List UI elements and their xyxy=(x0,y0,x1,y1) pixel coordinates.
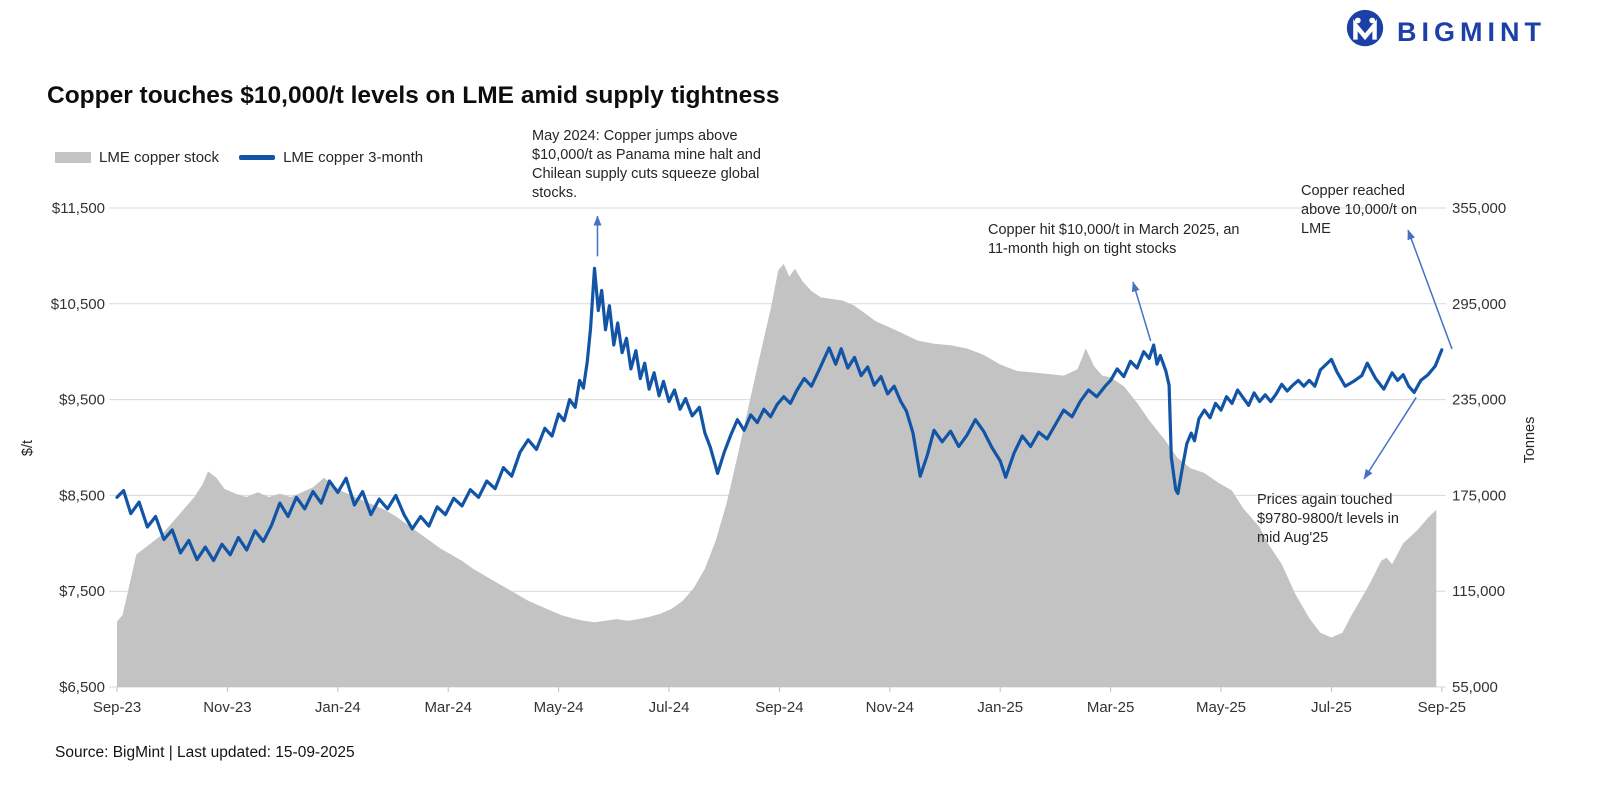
left-axis-tick-label: $9,500 xyxy=(59,392,105,409)
left-axis-tick-label: $8,500 xyxy=(59,487,105,504)
chart-legend: LME copper stock LME copper 3-month xyxy=(55,149,423,166)
x-tick-label: Nov-24 xyxy=(866,699,914,716)
x-tick-label: Sep-24 xyxy=(755,699,803,716)
right-axis-tick-label: 355,000 xyxy=(1452,200,1506,217)
legend-stock-label: LME copper stock xyxy=(99,149,220,166)
annotation-aug-2025: Prices again touched $9780-9800/t levels… xyxy=(1257,492,1399,547)
x-tick-label: Mar-24 xyxy=(424,699,472,716)
left-axis-tick-label: $6,500 xyxy=(59,679,105,696)
annotation-may-2024: May 2024: Copper jumps above $10,000/t a… xyxy=(532,128,761,202)
x-tick-label: Sep-25 xyxy=(1418,699,1466,716)
x-tick-label: Jul-25 xyxy=(1311,699,1352,716)
annotation-arrow-2 xyxy=(1131,281,1152,342)
right-axis-tick-label: 175,000 xyxy=(1452,487,1506,504)
bigmint-logo-icon xyxy=(1343,8,1387,57)
annotation-arrow-4 xyxy=(1363,397,1417,480)
annotation-march-2025: Copper hit $10,000/t in March 2025, an 1… xyxy=(988,222,1240,258)
annotation-sep-2025: Copper reached above 10,000/t on LME xyxy=(1301,183,1418,238)
bigmint-logo: BIGMINT xyxy=(1343,8,1546,57)
legend-item-price: LME copper 3-month xyxy=(239,149,423,166)
left-axis-unit-label: $/t xyxy=(20,439,36,457)
stock-area-series xyxy=(117,263,1437,687)
legend-price-label: LME copper 3-month xyxy=(283,149,424,166)
x-tick-label: Nov-23 xyxy=(203,699,251,716)
x-tick-label: Jul-24 xyxy=(649,699,690,716)
x-tick-label: May-25 xyxy=(1196,699,1246,716)
price-line-series xyxy=(115,266,1444,563)
source-note: Source: BigMint | Last updated: 15-09-20… xyxy=(55,744,355,761)
stock-area-swatch-icon xyxy=(55,152,91,163)
legend-item-stock: LME copper stock xyxy=(55,149,219,166)
price-line-swatch-icon xyxy=(239,155,276,160)
left-axis-tick-label: $10,500 xyxy=(51,296,105,313)
x-tick-label: Mar-25 xyxy=(1087,699,1135,716)
x-tick-label: Jan-25 xyxy=(977,699,1023,716)
x-tick-label: Jan-24 xyxy=(315,699,361,716)
x-tick-label: Sep-23 xyxy=(93,699,141,716)
right-axis-tick-label: 115,000 xyxy=(1452,583,1505,600)
x-tick-label: May-24 xyxy=(534,699,584,716)
right-axis-unit-label: Tonnes xyxy=(1522,416,1538,464)
right-axis-tick-label: 295,000 xyxy=(1452,296,1506,313)
chart-title: Copper touches $10,000/t levels on LME a… xyxy=(47,82,780,109)
right-axis-tick-label: 55,000 xyxy=(1452,679,1498,696)
left-axis-tick-label: $7,500 xyxy=(59,583,105,600)
left-axis-tick-label: $11,500 xyxy=(52,200,105,217)
right-axis-tick-label: 235,000 xyxy=(1452,392,1506,409)
annotation-arrow-3 xyxy=(1407,229,1453,350)
bigmint-logo-text: BIGMINT xyxy=(1397,17,1546,47)
